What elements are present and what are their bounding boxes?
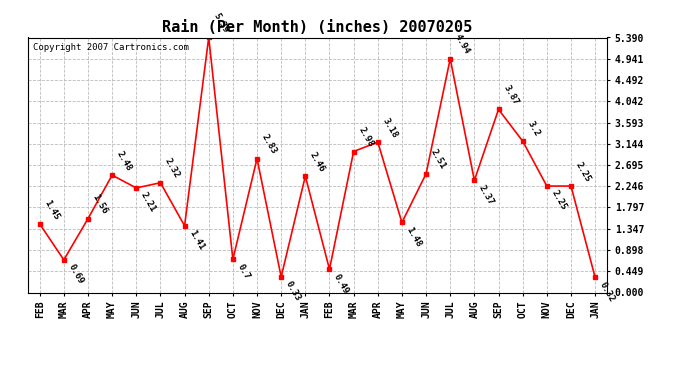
Text: 2.25: 2.25 xyxy=(574,160,592,183)
Text: 2.83: 2.83 xyxy=(260,133,278,156)
Text: 2.21: 2.21 xyxy=(139,191,157,214)
Text: 5.39: 5.39 xyxy=(212,12,230,35)
Text: 1.48: 1.48 xyxy=(405,225,423,248)
Text: 2.51: 2.51 xyxy=(429,148,447,171)
Text: 1.56: 1.56 xyxy=(91,193,109,216)
Text: 2.98: 2.98 xyxy=(357,126,375,149)
Text: 4.94: 4.94 xyxy=(453,33,471,56)
Text: 0.32: 0.32 xyxy=(598,280,616,303)
Text: 1.45: 1.45 xyxy=(43,198,61,221)
Text: 0.33: 0.33 xyxy=(284,280,302,303)
Text: Copyright 2007 Cartronics.com: Copyright 2007 Cartronics.com xyxy=(33,43,189,52)
Text: 2.37: 2.37 xyxy=(477,183,495,206)
Text: 0.69: 0.69 xyxy=(67,262,85,286)
Text: 3.2: 3.2 xyxy=(526,120,542,138)
Text: 2.46: 2.46 xyxy=(308,150,326,173)
Text: 3.18: 3.18 xyxy=(381,116,399,139)
Text: 0.49: 0.49 xyxy=(333,272,351,295)
Text: 2.32: 2.32 xyxy=(164,157,181,180)
Title: Rain (Per Month) (inches) 20070205: Rain (Per Month) (inches) 20070205 xyxy=(162,20,473,35)
Text: 2.25: 2.25 xyxy=(550,189,568,212)
Text: 3.87: 3.87 xyxy=(502,84,520,106)
Text: 0.7: 0.7 xyxy=(236,262,252,280)
Text: 1.41: 1.41 xyxy=(188,229,206,252)
Text: 2.48: 2.48 xyxy=(115,149,133,172)
